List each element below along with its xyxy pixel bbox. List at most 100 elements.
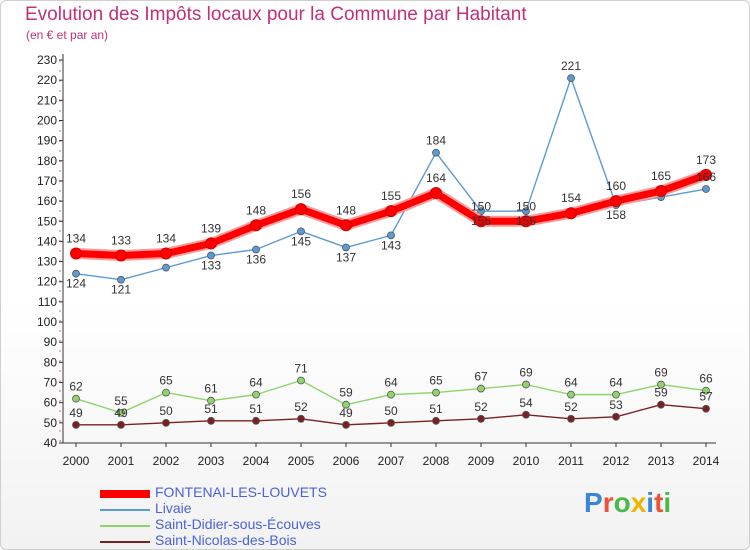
data-label: 50 bbox=[384, 404, 398, 418]
y-tick-label: 170 bbox=[37, 174, 57, 188]
y-tick-label: 180 bbox=[37, 154, 57, 168]
data-point bbox=[565, 207, 577, 220]
data-point bbox=[702, 386, 710, 395]
data-point bbox=[522, 410, 530, 419]
data-point bbox=[297, 414, 305, 423]
data-label: 64 bbox=[564, 376, 578, 390]
legend-swatch bbox=[100, 490, 150, 498]
logo-letter: P bbox=[584, 487, 603, 518]
data-point bbox=[252, 390, 260, 399]
data-point bbox=[70, 247, 82, 260]
x-tick-label: 2014 bbox=[693, 454, 720, 468]
data-point bbox=[297, 376, 305, 385]
data-point bbox=[477, 414, 485, 423]
data-label: 65 bbox=[159, 374, 173, 388]
data-point bbox=[252, 245, 260, 254]
data-label: 64 bbox=[609, 376, 623, 390]
data-label: 143 bbox=[381, 238, 401, 252]
data-point bbox=[702, 404, 710, 413]
y-tick-label: 140 bbox=[37, 234, 57, 248]
x-tick-label: 2010 bbox=[513, 454, 540, 468]
data-point bbox=[162, 418, 170, 427]
x-tick-label: 2013 bbox=[648, 454, 675, 468]
data-point bbox=[477, 207, 485, 216]
data-label: 57 bbox=[699, 390, 713, 404]
x-tick-label: 2007 bbox=[378, 454, 405, 468]
data-label: 133 bbox=[201, 259, 221, 273]
data-point bbox=[115, 249, 127, 262]
x-tick-label: 2001 bbox=[108, 454, 135, 468]
y-tick-label: 230 bbox=[37, 53, 57, 67]
data-point bbox=[117, 420, 125, 429]
data-point bbox=[72, 420, 80, 429]
data-point bbox=[567, 414, 575, 423]
data-point bbox=[295, 203, 307, 216]
data-label: 148 bbox=[336, 203, 356, 217]
data-point bbox=[205, 237, 217, 250]
legend-label: Saint-Nicolas-des-Bois bbox=[155, 532, 297, 548]
data-label: 49 bbox=[69, 406, 83, 420]
data-point bbox=[297, 227, 305, 236]
logo-letter: r bbox=[602, 487, 614, 518]
data-label: 69 bbox=[654, 366, 668, 380]
y-tick-label: 130 bbox=[37, 255, 57, 269]
data-point bbox=[207, 416, 215, 425]
x-tick-label: 2004 bbox=[243, 454, 270, 468]
data-label: 71 bbox=[294, 362, 308, 376]
data-point bbox=[567, 390, 575, 399]
data-label: 51 bbox=[249, 402, 263, 416]
y-tick-label: 150 bbox=[37, 214, 57, 228]
y-tick-label: 200 bbox=[37, 113, 57, 127]
data-point bbox=[432, 388, 440, 397]
logo-letter: i bbox=[646, 487, 655, 518]
y-tick-label: 60 bbox=[44, 396, 58, 410]
data-point bbox=[475, 215, 487, 228]
data-label: 52 bbox=[474, 400, 488, 414]
data-label: 133 bbox=[111, 234, 131, 248]
data-point bbox=[72, 269, 80, 278]
data-label: 155 bbox=[516, 214, 536, 228]
x-tick-label: 2003 bbox=[198, 454, 225, 468]
logo-letter: o bbox=[613, 487, 631, 518]
data-label: 156 bbox=[291, 187, 311, 201]
proxiti-logo: Proxiti bbox=[584, 487, 671, 519]
data-label: 50 bbox=[159, 404, 173, 418]
data-label: 49 bbox=[114, 406, 128, 420]
data-point bbox=[162, 263, 170, 272]
data-point bbox=[342, 400, 350, 409]
data-label: 54 bbox=[519, 396, 533, 410]
data-point bbox=[657, 400, 665, 409]
data-label: 52 bbox=[564, 400, 578, 414]
legend-label: FONTENAI-LES-LOUVETS bbox=[155, 484, 327, 500]
data-label: 64 bbox=[249, 376, 263, 390]
data-label: 221 bbox=[561, 59, 581, 73]
data-point bbox=[430, 187, 442, 200]
data-point bbox=[160, 247, 172, 260]
data-label: 184 bbox=[426, 134, 446, 148]
data-label: 173 bbox=[696, 153, 716, 167]
data-label: 160 bbox=[606, 179, 626, 193]
data-label: 134 bbox=[156, 232, 176, 246]
chart-subtitle: (en € et par an) bbox=[26, 28, 109, 42]
data-label: 69 bbox=[519, 366, 533, 380]
x-tick-label: 2009 bbox=[468, 454, 495, 468]
data-label: 155 bbox=[471, 214, 491, 228]
data-label: 150 bbox=[516, 199, 536, 213]
data-point bbox=[207, 251, 215, 260]
y-tick-label: 90 bbox=[44, 335, 58, 349]
data-label: 121 bbox=[111, 283, 131, 297]
data-label: 64 bbox=[384, 376, 398, 390]
y-tick-label: 120 bbox=[37, 275, 57, 289]
data-point bbox=[117, 275, 125, 284]
data-label: 66 bbox=[699, 372, 713, 386]
logo-letter: x bbox=[630, 487, 647, 518]
y-tick-label: 160 bbox=[37, 194, 57, 208]
data-label: 165 bbox=[651, 169, 671, 183]
data-point bbox=[432, 416, 440, 425]
data-point bbox=[340, 219, 352, 232]
data-label: 59 bbox=[654, 386, 668, 400]
data-label: 166 bbox=[696, 170, 716, 184]
legend-swatch bbox=[100, 509, 150, 511]
data-point bbox=[387, 231, 395, 240]
